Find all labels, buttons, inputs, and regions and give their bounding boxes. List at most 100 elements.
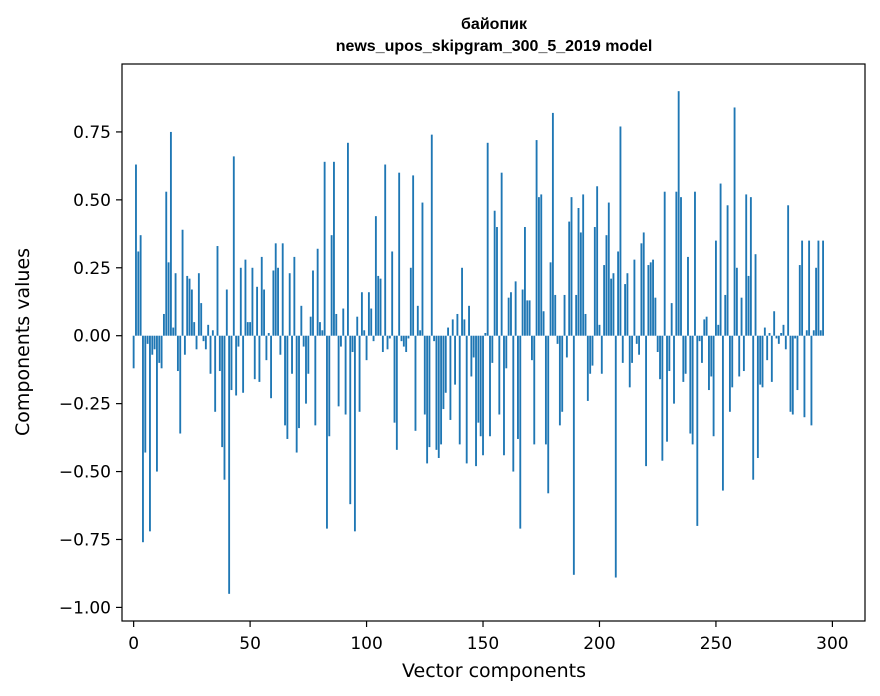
bar-196 <box>589 335 592 374</box>
bar-29 <box>200 303 203 336</box>
bar-32 <box>207 324 210 336</box>
bar-138 <box>454 335 456 385</box>
bar-173 <box>535 140 538 336</box>
bar-203 <box>605 235 608 336</box>
bar-215 <box>633 259 636 336</box>
bar-145 <box>470 335 473 377</box>
bar-234 <box>677 91 680 336</box>
bar-42 <box>230 335 233 391</box>
bar-162 <box>510 292 512 336</box>
bar-35 <box>214 335 217 412</box>
bar-143 <box>465 335 468 464</box>
bar-239 <box>689 335 692 434</box>
bar-281 <box>787 205 790 336</box>
bar-169 <box>526 300 529 336</box>
bar-174 <box>537 197 540 336</box>
bar-27 <box>195 335 198 350</box>
bar-44 <box>235 335 238 396</box>
bar-95 <box>353 335 356 532</box>
bar-118 <box>407 335 410 339</box>
bar-24 <box>188 278 191 336</box>
bar-283 <box>791 335 794 415</box>
bar-263 <box>745 194 748 336</box>
bar-91 <box>344 335 347 415</box>
bar-181 <box>554 294 557 336</box>
x-tick-label: 100 <box>350 634 382 654</box>
bar-76 <box>309 316 312 336</box>
bar-121 <box>414 335 417 431</box>
bar-141 <box>461 267 463 336</box>
bar-55 <box>260 256 263 336</box>
bar-233 <box>675 191 678 336</box>
bar-170 <box>528 300 531 336</box>
x-axis-ticks: 0 50 100 150 200 250 300 <box>128 621 849 654</box>
bar-43 <box>232 156 235 336</box>
bar-17 <box>172 327 175 336</box>
bar-21 <box>181 229 184 336</box>
bar-88 <box>337 335 340 407</box>
bar-73 <box>302 335 305 347</box>
bar-37 <box>218 335 221 372</box>
bar-262 <box>742 335 745 372</box>
bar-15 <box>167 262 170 336</box>
bar-252 <box>719 183 722 336</box>
bar-171 <box>531 335 533 361</box>
y-tick-label: 0.50 <box>73 191 111 211</box>
x-tick-label: 0 <box>128 634 139 654</box>
bar-163 <box>512 335 515 472</box>
bar-158 <box>500 172 503 336</box>
bar-272 <box>766 335 769 361</box>
bar-242 <box>696 335 699 526</box>
y-axis-label: Components values <box>12 248 34 436</box>
bar-213 <box>628 335 631 388</box>
bar-36 <box>216 246 219 336</box>
bar-191 <box>577 208 580 336</box>
bar-34 <box>211 330 214 336</box>
bar-231 <box>670 303 673 336</box>
bar-128 <box>430 134 433 336</box>
bar-237 <box>684 335 687 374</box>
bar-92 <box>347 142 349 336</box>
bar-267 <box>754 254 757 336</box>
bar-216 <box>635 335 638 344</box>
bar-102 <box>370 308 373 336</box>
x-tick-label: 50 <box>239 634 261 654</box>
bar-243 <box>698 335 701 342</box>
y-axis-ticks: −1.00 −0.75 −0.50 −0.25 0.00 0.25 0.50 0.75 <box>59 123 122 618</box>
bar-65 <box>284 335 286 426</box>
bar-220 <box>645 335 647 467</box>
bar-59 <box>270 335 272 399</box>
bar-96 <box>356 316 359 336</box>
bar-185 <box>563 294 566 336</box>
bar-51 <box>251 267 254 336</box>
bar-11 <box>158 335 161 363</box>
bar-255 <box>726 205 729 336</box>
bar-77 <box>312 270 314 336</box>
bar-268 <box>756 335 759 458</box>
bar-154 <box>491 335 494 363</box>
bar-146 <box>472 335 475 358</box>
bar-200 <box>598 324 601 336</box>
bar-114 <box>398 172 401 336</box>
bar-23 <box>186 275 189 336</box>
bar-248 <box>710 335 713 377</box>
bar-30 <box>202 335 205 342</box>
bar-259 <box>735 267 738 336</box>
bar-253 <box>721 335 724 491</box>
bar-79 <box>316 248 319 336</box>
y-tick-label: −0.50 <box>59 463 111 483</box>
y-tick-label: −0.75 <box>59 530 111 550</box>
bar-57 <box>265 335 268 361</box>
bar-150 <box>482 335 484 456</box>
bar-97 <box>358 335 361 412</box>
bar-182 <box>556 335 559 344</box>
bar-61 <box>274 243 277 336</box>
bar-199 <box>596 186 599 336</box>
bar-20 <box>179 335 182 434</box>
bar-69 <box>293 256 296 336</box>
bar-195 <box>586 335 589 401</box>
bar-166 <box>519 335 522 529</box>
bar-85 <box>330 235 333 336</box>
bar-194 <box>584 313 587 336</box>
